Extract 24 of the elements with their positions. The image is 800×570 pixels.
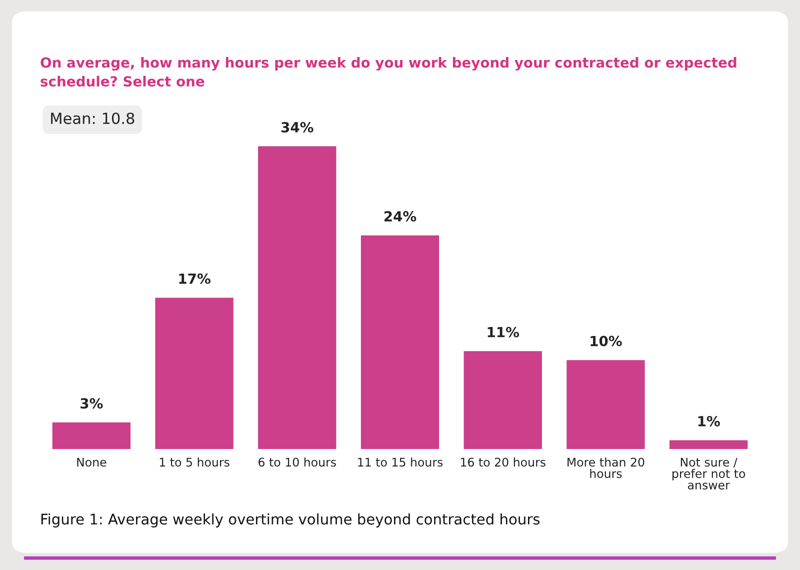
bar bbox=[566, 360, 645, 450]
data-label: 11% bbox=[488, 326, 520, 338]
data-label: 24% bbox=[384, 211, 416, 222]
data-label: 3% bbox=[80, 398, 103, 409]
x-tick-label: 6 to 10 hours bbox=[258, 457, 336, 467]
bar bbox=[155, 298, 234, 450]
data-label: 10% bbox=[590, 336, 622, 346]
chart-title: On average, how many hours per week do you work beyond your contracted or expected schedule? Select one bbox=[40, 57, 736, 87]
bar bbox=[669, 440, 748, 450]
x-tick-label: 11 to 15 hours bbox=[358, 457, 443, 467]
data-label: 34% bbox=[281, 122, 314, 132]
caption: Figure 1: Average weekly overtime volume beyond contracted hours bbox=[41, 513, 540, 528]
bar bbox=[464, 351, 542, 450]
x-tick-label: 1 to 5 hours bbox=[160, 457, 230, 467]
data-label: 17% bbox=[179, 273, 210, 284]
x-tick-label: 16 to 20 hours bbox=[460, 457, 546, 467]
text: Mean: 10.8 bbox=[51, 112, 134, 124]
data-label: 1% bbox=[698, 416, 720, 426]
x-tick-label: More than 20 hours bbox=[568, 457, 644, 478]
x-tick-label: None bbox=[77, 458, 106, 467]
bar bbox=[258, 146, 336, 450]
x-tick-label: Not sure / prefer not to answer bbox=[672, 458, 746, 490]
bar bbox=[360, 235, 440, 450]
bar bbox=[52, 422, 131, 450]
